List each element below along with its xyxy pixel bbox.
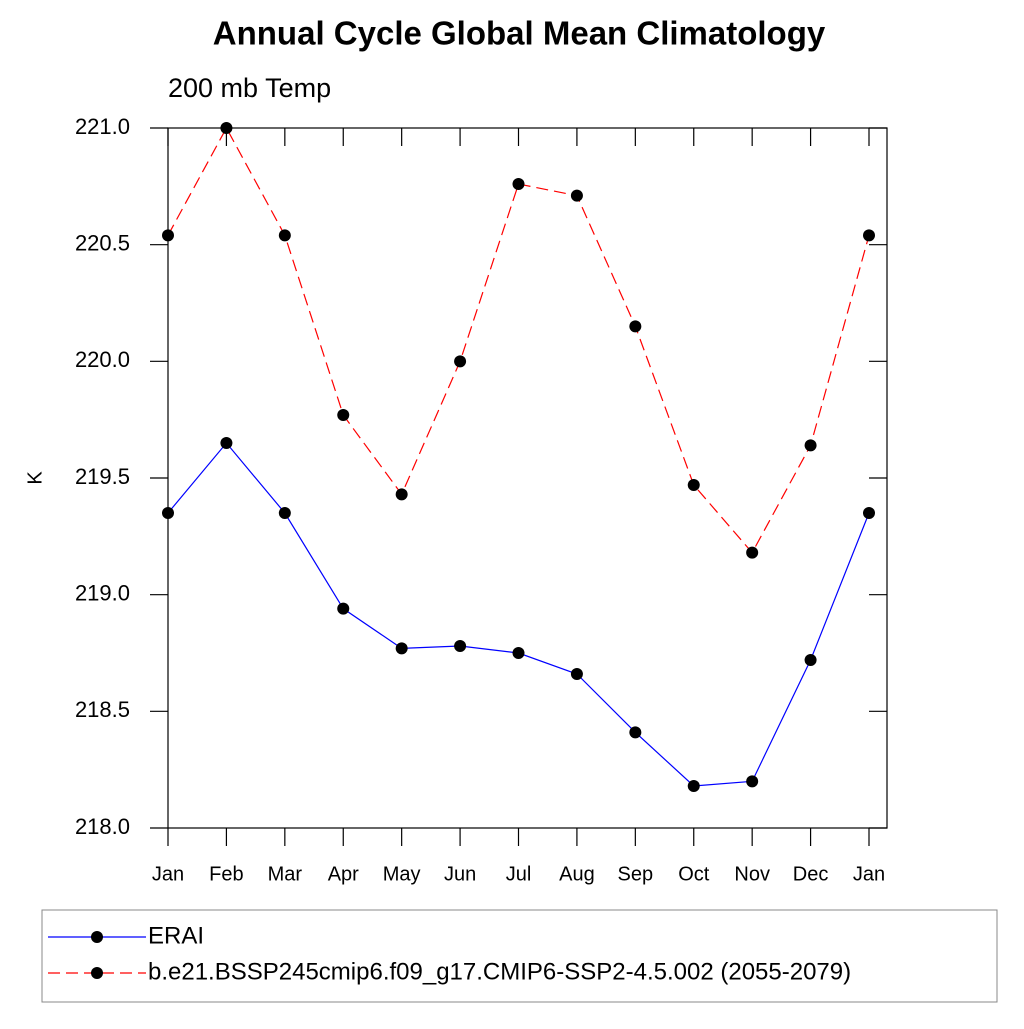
chart-title: Annual Cycle Global Mean Climatology [213, 15, 826, 52]
data-point [337, 409, 350, 421]
data-point [395, 488, 408, 501]
y-tick-label: 218.0 [75, 814, 130, 839]
x-tick-label: Apr [328, 863, 359, 885]
x-tick-label: Feb [209, 863, 243, 885]
legend-marker [91, 931, 103, 943]
y-axis-label: K [24, 471, 46, 485]
data-point [278, 229, 291, 242]
data-point [395, 642, 408, 655]
x-tick-label: Jun [444, 863, 476, 885]
data-point [512, 178, 525, 190]
data-point [512, 647, 525, 659]
legend-box [41, 909, 998, 1003]
y-tick-label: 219.0 [75, 580, 130, 605]
data-point [337, 602, 350, 615]
x-tick-label: Jul [506, 863, 532, 885]
x-tick-label: Aug [559, 863, 595, 885]
data-point [454, 355, 467, 368]
series-line [167, 442, 870, 787]
x-tick-label: May [383, 863, 421, 885]
data-point [863, 507, 875, 519]
data-point [454, 640, 467, 652]
data-point [570, 189, 583, 202]
data-point [863, 229, 875, 242]
legend-marker [91, 967, 103, 979]
y-tick-label: 218.5 [75, 697, 130, 722]
x-tick-label: Jan [152, 863, 184, 885]
data-point [162, 507, 174, 519]
data-point [687, 780, 700, 792]
data-point [629, 320, 642, 333]
data-point [570, 668, 583, 680]
data-point [220, 122, 233, 134]
data-point [746, 546, 759, 559]
data-point [687, 479, 700, 491]
x-tick-label: Oct [678, 863, 710, 885]
data-point [804, 654, 817, 666]
data-point [804, 439, 817, 452]
x-tick-label: Mar [268, 863, 303, 885]
data-point [220, 437, 233, 449]
data-point [746, 775, 759, 788]
chart-subtitle: 200 mb Temp [168, 73, 331, 103]
x-tick-label: Sep [618, 863, 654, 885]
plot-frame [167, 127, 888, 829]
series-line [167, 126, 870, 554]
x-tick-label: Nov [734, 863, 770, 885]
data-point [278, 507, 291, 519]
data-point [162, 229, 174, 242]
data-point [629, 726, 642, 739]
y-tick-label: 220.5 [75, 230, 130, 255]
x-tick-label: Jan [853, 863, 885, 885]
legend-label: ERAI [148, 922, 204, 949]
y-tick-label: 219.5 [75, 464, 130, 489]
y-tick-label: 221.0 [75, 114, 130, 139]
legend-label: b.e21.BSSP245cmip6.f09_g17.CMIP6-SSP2-4.… [148, 958, 851, 985]
y-tick-label: 220.0 [75, 347, 130, 372]
x-tick-label: Dec [793, 863, 829, 885]
